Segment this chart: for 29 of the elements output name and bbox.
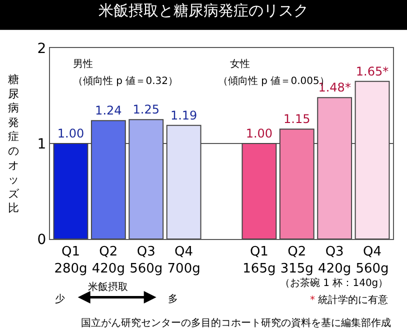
chart-title: 米飯摂取と糖尿病発症のリスク bbox=[98, 2, 308, 20]
text: 米飯摂取 bbox=[88, 281, 128, 293]
data-label: 1.24 bbox=[95, 104, 122, 118]
data-label: 1.25 bbox=[132, 102, 160, 117]
data-label: 1.65* bbox=[356, 64, 389, 78]
x-tick-label: Q3 560g bbox=[130, 244, 163, 276]
x-tick-label: Q3 420g bbox=[318, 244, 352, 276]
y-tick-label: 0 bbox=[37, 232, 46, 248]
data-label: 1.00 bbox=[246, 126, 273, 140]
text: * 統計学的に有意 bbox=[310, 294, 388, 306]
annotation: 男性 bbox=[73, 58, 93, 70]
data-label: 1.19 bbox=[170, 108, 198, 122]
text: 国立がん研究センターの多目的コホート研究の資料を基に編集部作成 bbox=[81, 317, 391, 329]
x-tick-label: Q2 315g bbox=[280, 244, 314, 276]
x-tick-label: Q1 165g bbox=[242, 244, 276, 276]
text: （お茶碗 1 杯：140g） bbox=[280, 277, 388, 289]
x-tick-label: Q4 700g bbox=[167, 244, 200, 276]
y-tick-label: 2 bbox=[37, 40, 46, 57]
text: 糖尿病発症のオッズ比 bbox=[8, 73, 19, 215]
y-tick-label: 1 bbox=[37, 136, 46, 152]
data-label: 1.15 bbox=[284, 112, 310, 126]
text: 多 bbox=[168, 293, 178, 305]
data-label: 1.00 bbox=[57, 126, 84, 140]
x-tick-label: Q2 420g bbox=[92, 244, 125, 276]
annotation: （傾向性 p 値＝0.32） bbox=[73, 75, 178, 87]
x-tick-label: Q4 560g bbox=[356, 244, 389, 276]
text: 少 bbox=[55, 293, 65, 305]
annotation: 女性 bbox=[230, 58, 250, 70]
x-tick-label: Q1 280g bbox=[54, 244, 88, 276]
